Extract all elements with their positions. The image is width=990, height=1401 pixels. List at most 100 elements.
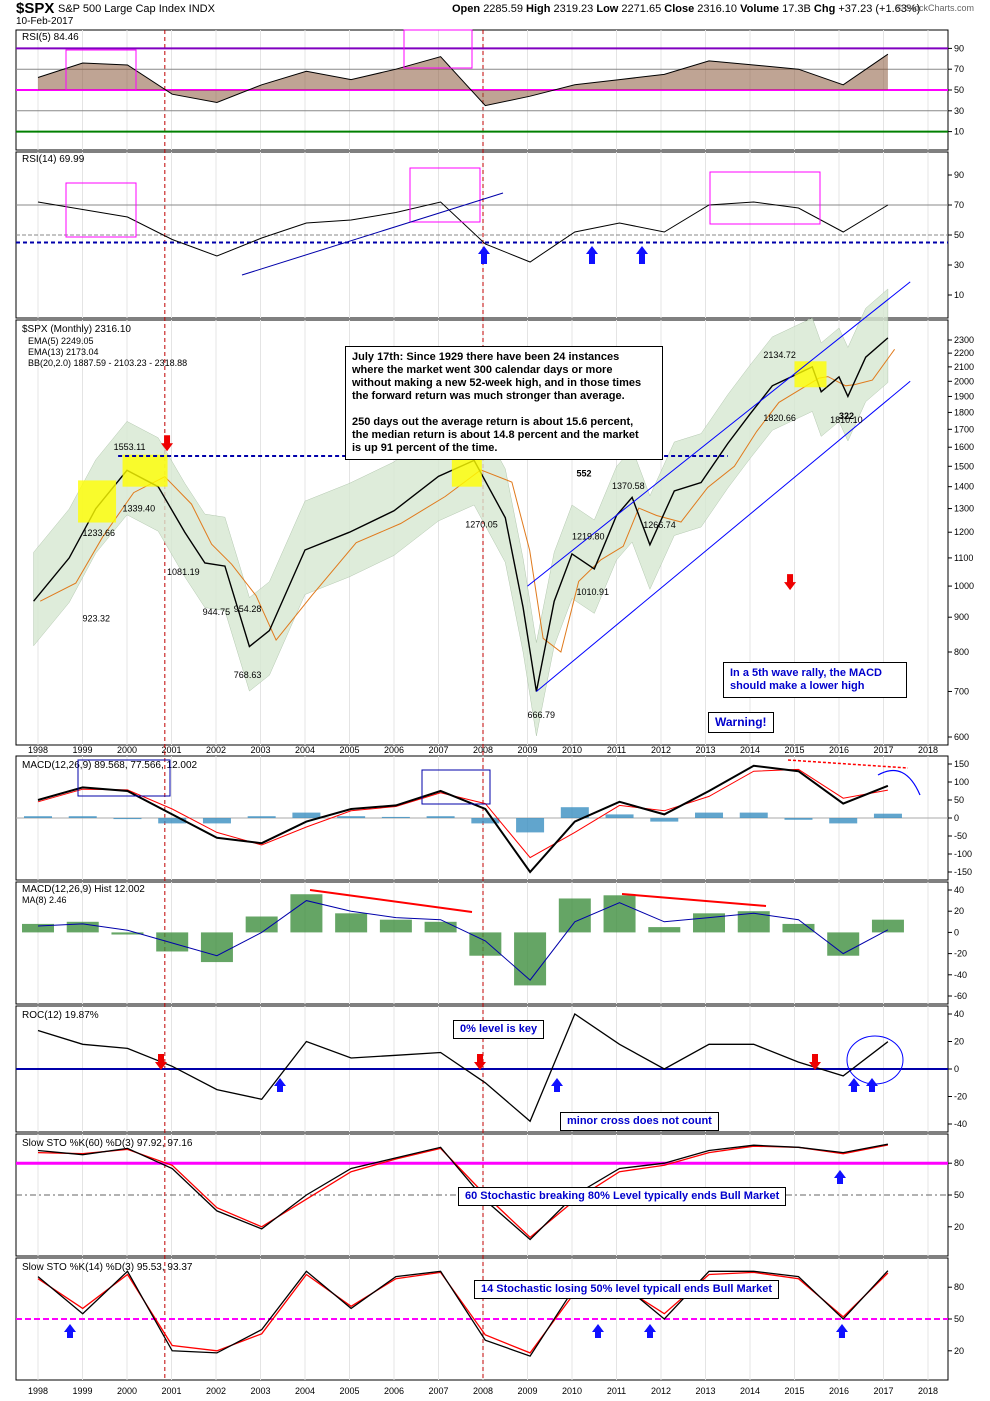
year-label-top: 2000 [117,745,137,755]
open-value: 2285.59 [483,3,523,15]
hist-bar [111,932,144,935]
sto60-note: 60 Stochastic breaking 80% Level typical… [458,1187,787,1206]
y-tick-label-sto60: 20 [954,1222,964,1232]
y-tick-label-price: 1000 [954,581,974,591]
year-label-top: 2016 [829,745,849,755]
close-value: 2316.10 [697,3,738,15]
hist-bar [22,923,54,933]
channel-upper [527,281,911,587]
price-annotation: 768.63 [234,670,262,680]
blue-up-arrow [866,1078,878,1092]
price-annotation: 923.32 [83,614,111,624]
year-label-bottom: 2004 [295,1386,315,1396]
chg-label: Chg [813,3,836,15]
chart-date: 10-Feb-2017 [16,16,74,27]
warning-note: Warning! [708,712,774,733]
year-label-top: 2002 [206,745,226,755]
blue-up-arrow [848,1078,860,1092]
price-annotation: 322 [839,411,854,421]
macd-hist-bar [829,818,858,824]
year-label-top: 2003 [250,745,270,755]
year-label-bottom: 1998 [28,1386,48,1396]
close-label: Close [664,3,695,15]
price-annotation: 944.75 [203,607,231,617]
price-annotation: 1820.66 [763,413,796,423]
macd-hist-bar [873,813,902,818]
year-label-top: 2005 [339,745,359,755]
sto60-d-line [37,1144,889,1239]
macd-hist-bar [426,816,455,818]
macd-line [37,764,889,874]
blue-up-arrow [636,246,648,264]
hist-bar [648,927,681,933]
macd-hist-bar [337,816,366,818]
macd-hist-bar [292,812,321,818]
macd-hist-bar [158,818,187,824]
blue-up-arrow [592,1324,604,1338]
y-tick-label-rsi14: 90 [954,170,964,180]
macd-signal-line [37,768,888,859]
year-label-bottom: 2008 [473,1386,493,1396]
year-label-bottom: 2016 [829,1386,849,1396]
hist-divergence-line [309,889,473,913]
y-tick-label-price: 900 [954,612,969,622]
price-annotation: 2134.72 [763,350,796,360]
year-label-top: 2014 [740,745,760,755]
open-label: Open [452,3,481,15]
y-tick-label-rsi5: 30 [954,106,964,116]
y-tick-label-sto60: 50 [954,1190,964,1200]
red-down-arrow [155,1054,167,1070]
y-tick-label-macd_hist: 0 [954,927,959,937]
year-label-bottom: 2012 [651,1386,671,1396]
red-down-arrow [474,1054,486,1070]
y-tick-label-sto14: 80 [954,1282,964,1292]
topping-box [122,454,168,487]
y-tick-label-macd: -100 [954,849,972,859]
y-tick-label-roc: -40 [954,1119,967,1129]
year-label-top: 2018 [918,745,938,755]
hist-bar [871,919,904,933]
rsi14-trendline [241,192,504,276]
red-down-arrow [161,435,174,452]
year-label-bottom: 2011 [607,1386,626,1396]
sto60-label: Slow STO %K(60) %D(3) 97.92, 97.16 [22,1138,193,1149]
watermark: © StockCharts.com [896,3,974,13]
july-17-note: July 17th: Since 1929 there have been 24… [345,346,663,460]
hist-bar [156,932,189,952]
hist-bar [514,932,547,986]
y-tick-label-price: 2200 [954,348,974,358]
index-name: S&P 500 Large Cap Index INDX [58,3,215,15]
year-label-top: 2008 [473,745,493,755]
high-value: 2319.23 [553,3,594,15]
rsi5-line [37,53,889,107]
y-tick-label-rsi5: 10 [954,127,964,137]
y-tick-label-rsi14: 10 [954,290,964,300]
y-tick-label-macd_hist: 40 [954,885,964,895]
year-label-bottom: 2006 [384,1386,404,1396]
macd-hist-bar [471,818,500,824]
price-title: $SPX (Monthly) 2316.10 [22,324,131,335]
price-annotation: 1270.05 [465,519,498,529]
sto14-d-line [37,1271,889,1354]
volume-label: Volume [740,3,780,15]
year-label-bottom: 2003 [250,1386,270,1396]
topping-box [78,480,117,523]
hist-legend: MA(8) 2.46 [22,895,67,905]
year-label-bottom: 2010 [562,1386,582,1396]
rsi14-highlight-box [709,171,821,225]
y-tick-label-price: 800 [954,647,969,657]
price-annotation: 1266.74 [643,520,676,530]
macd-divergence-line [787,759,909,769]
year-label-bottom: 2005 [339,1386,359,1396]
hist-bar [245,916,278,933]
sto60-k-line [37,1143,889,1241]
blue-up-arrow [586,246,598,264]
y-tick-label-macd: 0 [954,813,959,823]
y-tick-label-roc: 40 [954,1009,964,1019]
panel-frame-macd_hist [15,881,949,1005]
price-annotation: 1810.10 [830,415,863,425]
macd-hist-bar [381,816,410,818]
y-tick-label-rsi14: 50 [954,230,964,240]
year-label-bottom: 2002 [206,1386,226,1396]
